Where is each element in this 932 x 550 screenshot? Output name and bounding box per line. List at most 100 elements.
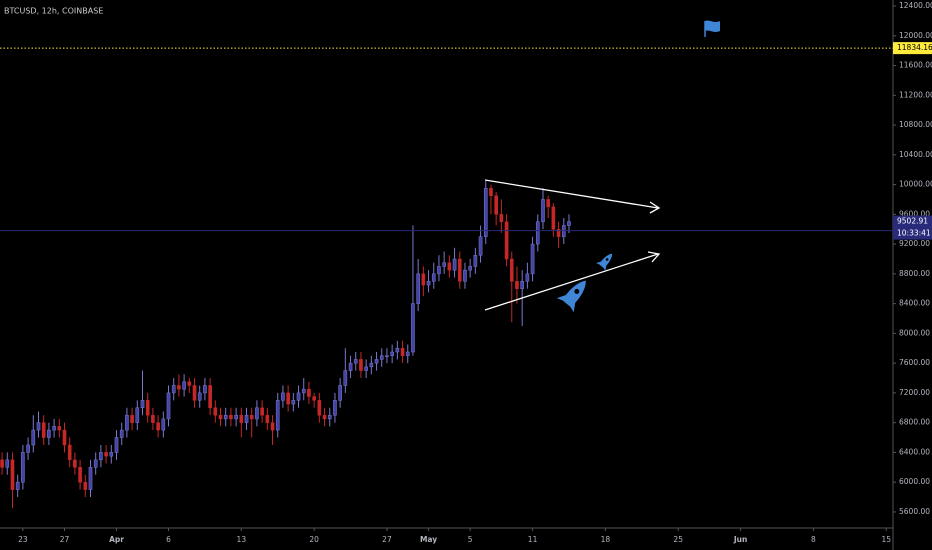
candle-body — [114, 437, 119, 453]
y-tick-label: 6800.00 — [899, 418, 930, 427]
candle-body — [405, 351, 410, 356]
candle-body — [151, 414, 155, 423]
candle-body — [125, 414, 129, 431]
candle-body — [5, 459, 10, 468]
candle-body — [312, 396, 316, 401]
candle-body — [270, 422, 275, 431]
candle-body — [218, 414, 223, 420]
y-tick-label: 11200.00 — [899, 90, 932, 99]
x-tick-label: 23 — [18, 535, 28, 544]
candle-body — [530, 243, 535, 275]
candle-body — [374, 359, 379, 364]
candle-body — [41, 422, 46, 438]
candle-body — [145, 400, 150, 416]
candle-body — [21, 452, 25, 483]
x-tick-label: 25 — [673, 535, 683, 544]
candle-body — [208, 385, 212, 409]
candle-body — [197, 392, 202, 401]
last-price-label: 9502.91 — [897, 217, 928, 226]
candle-body — [369, 362, 374, 368]
candle-body — [99, 452, 103, 461]
x-tick-label: 5 — [468, 535, 473, 544]
candle-body — [400, 348, 405, 356]
y-tick-label: 7600.00 — [899, 358, 930, 367]
x-tick-label: 15 — [881, 535, 891, 544]
candle-body — [192, 385, 197, 401]
y-tick-label: 6000.00 — [899, 477, 930, 486]
candle-body — [416, 273, 420, 304]
candle-body — [296, 392, 301, 401]
candle-body — [567, 221, 571, 226]
y-tick-label: 7200.00 — [899, 388, 930, 397]
candle-body — [229, 414, 233, 420]
plot-area — [0, 180, 571, 509]
candle-body — [541, 199, 545, 223]
candle-body — [265, 414, 270, 423]
candle-body — [10, 459, 15, 490]
candle-body — [421, 273, 426, 286]
arrow-head — [649, 201, 661, 214]
candle-body — [244, 414, 249, 423]
x-tick-label: 18 — [601, 535, 611, 544]
y-tick-label: 8800.00 — [899, 269, 930, 278]
candle-body — [385, 355, 389, 357]
rocket-icon — [556, 280, 586, 313]
candle-body — [62, 429, 67, 446]
candle-body — [395, 348, 400, 353]
y-tick-label: 9200.00 — [899, 239, 930, 248]
candle-body — [88, 467, 93, 490]
candle-body — [447, 262, 452, 271]
y-tick-label: 10400.00 — [899, 150, 932, 159]
level-label-box — [893, 42, 932, 55]
y-tick-label: 6400.00 — [899, 447, 930, 456]
candle-body — [291, 400, 296, 405]
candle-body — [234, 414, 238, 420]
candle-body — [551, 206, 556, 230]
candle-body — [223, 414, 228, 420]
candle-body — [546, 199, 550, 208]
chart-title: BTCUSD, 12h, COINBASE — [4, 7, 103, 16]
lower-trend-line — [484, 253, 659, 311]
arrow-head — [647, 251, 661, 263]
x-tick-label: 8 — [811, 535, 816, 544]
x-tick-label: 6 — [166, 535, 171, 544]
triangle-drawing — [484, 179, 661, 311]
candle-body — [452, 258, 457, 271]
candle-body — [437, 266, 441, 275]
candle-body — [36, 422, 41, 431]
candle-body — [156, 422, 160, 431]
candle-body — [213, 407, 218, 416]
x-tick-label: 27 — [382, 535, 392, 544]
candle-body — [515, 281, 519, 289]
candle-body — [255, 407, 259, 420]
candle-body — [353, 359, 358, 364]
candle-body — [478, 236, 483, 256]
candle-body — [525, 273, 530, 282]
candle-body — [78, 467, 82, 483]
candle-body — [348, 362, 353, 371]
last-price-box — [893, 215, 932, 240]
upper-trend-line — [484, 179, 659, 209]
candle-body — [140, 400, 145, 409]
candle-body — [468, 266, 472, 271]
candle-body — [187, 381, 192, 386]
x-tick-label: 27 — [60, 535, 70, 544]
candle-body — [317, 400, 322, 416]
x-tick-label: May — [420, 535, 437, 544]
x-tick-label: 13 — [237, 535, 247, 544]
candle-body — [364, 366, 368, 371]
candle-body — [47, 429, 51, 438]
x-tick-label: Apr — [109, 535, 124, 544]
candle-body — [509, 258, 514, 282]
y-tick-label: 10800.00 — [899, 120, 932, 129]
y-tick-label: 10000.00 — [899, 180, 932, 189]
candle-body — [93, 459, 98, 468]
candle-body — [260, 407, 264, 416]
candle-body — [322, 414, 327, 420]
x-tick-label: 11 — [528, 535, 538, 544]
candle-body — [494, 195, 498, 215]
level-label: 11834.16 — [897, 43, 932, 52]
candle-body — [177, 385, 181, 390]
candle-body — [119, 429, 124, 438]
